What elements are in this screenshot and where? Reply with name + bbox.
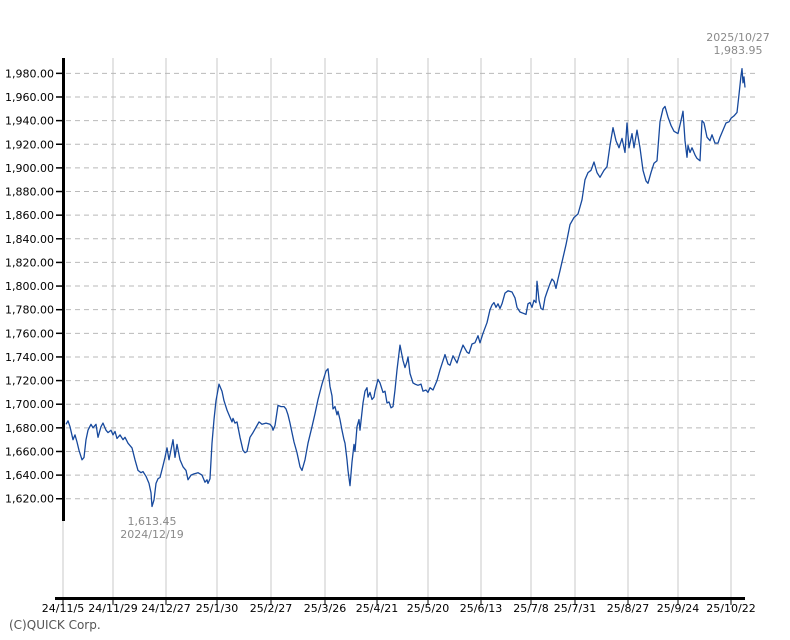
trough-annotation-value: 1,613.45 <box>127 515 177 528</box>
x-axis-tick-label: 25/6/13 <box>460 602 502 615</box>
trough-annotation-date: 2024/12/19 <box>120 528 184 541</box>
y-axis-tick-label: 1,720.00 <box>5 375 54 388</box>
y-axis-tick-label: 1,640.00 <box>5 469 54 482</box>
y-axis-tick-label: 1,920.00 <box>5 138 54 151</box>
trough-annotation: 1,613.45 2024/12/19 <box>120 515 183 541</box>
x-axis-tick-label: 25/4/21 <box>356 602 398 615</box>
y-axis-tick-label: 1,740.00 <box>5 351 54 364</box>
y-axis-tick-label: 1,940.00 <box>5 115 54 128</box>
x-axis-tick-label: 25/1/30 <box>196 602 238 615</box>
copyright-label: (C)QUICK Corp. <box>9 618 101 632</box>
peak-annotation-date: 2025/10/27 <box>706 31 770 44</box>
y-axis-tick-label: 1,680.00 <box>5 422 54 435</box>
x-axis-tick-label: 25/7/8 <box>513 602 548 615</box>
x-axis-tick-label: 25/5/20 <box>407 602 449 615</box>
x-axis-tick-label: 25/8/27 <box>607 602 649 615</box>
y-axis-tick-label: 1,980.00 <box>5 67 54 80</box>
y-axis-tick-label: 1,800.00 <box>5 280 54 293</box>
y-axis-tick-label: 1,760.00 <box>5 327 54 340</box>
y-axis-tick-label: 1,900.00 <box>5 162 54 175</box>
y-axis-tick-label: 1,780.00 <box>5 304 54 317</box>
y-axis-line <box>62 58 65 521</box>
y-axis-tick-label: 1,860.00 <box>5 209 54 222</box>
y-axis-tick-label: 1,620.00 <box>5 493 54 506</box>
price-line-series <box>65 68 746 508</box>
x-axis-tick-label: 25/7/31 <box>554 602 596 615</box>
y-axis-tick-label: 1,840.00 <box>5 233 54 246</box>
y-axis-tick-label: 1,960.00 <box>5 91 54 104</box>
y-axis-tick-label: 1,820.00 <box>5 256 54 269</box>
peak-annotation: 2025/10/27 1,983.95 <box>706 31 769 57</box>
x-axis-tick-label: 25/3/26 <box>304 602 346 615</box>
x-axis-tick-label: 24/12/27 <box>141 602 190 615</box>
x-axis-tick-label: 25/9/24 <box>657 602 699 615</box>
x-axis-tick-label: 25/2/27 <box>250 602 292 615</box>
x-axis-tick-label: 25/10/22 <box>706 602 755 615</box>
x-axis-line <box>55 597 745 600</box>
y-axis-tick-label: 1,660.00 <box>5 445 54 458</box>
peak-annotation-value: 1,983.95 <box>713 44 763 57</box>
x-axis-tick-label: 24/11/5 <box>42 602 84 615</box>
x-axis-tick-label: 24/11/29 <box>88 602 137 615</box>
y-axis-tick-label: 1,700.00 <box>5 398 54 411</box>
y-axis-tick-label: 1,880.00 <box>5 186 54 199</box>
